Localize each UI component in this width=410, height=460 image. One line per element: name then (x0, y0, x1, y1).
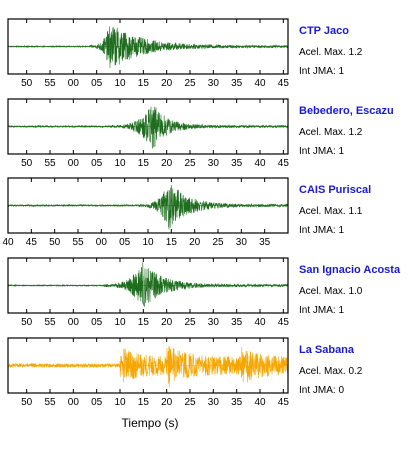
tick-label: 45 (278, 397, 290, 408)
x-axis-title: Tiempo (s) (122, 416, 179, 430)
tick-label: 10 (114, 78, 126, 89)
plot-frame-5 (7, 337, 289, 394)
panel-2: 50 55 00 05 10 15 20 25 30 35 40 45 Bebedero, Escazu… (7, 98, 394, 169)
jma-intensity-label: Int JMA: 1 (299, 146, 344, 157)
tick-label: 05 (91, 397, 103, 408)
station-name: CAIS Puriscal (299, 184, 371, 196)
tick-label: 45 (26, 237, 38, 248)
tick-label: 55 (44, 78, 56, 89)
tick-label: 05 (91, 317, 103, 328)
tick-label: 25 (184, 397, 196, 408)
waveform-3 (7, 185, 289, 230)
tick-label: 30 (208, 78, 220, 89)
tick-label: 40 (254, 158, 266, 169)
tick-label: 30 (208, 397, 220, 408)
tick-label: 40 (2, 237, 14, 248)
waveform-2 (7, 106, 289, 149)
panel-1: 50 55 00 05 10 15 20 25 30 35 40 45 CTP Jaco Acel. Ma… (7, 18, 363, 89)
tick-label: 05 (119, 237, 131, 248)
tick-label: 00 (68, 78, 80, 89)
tick-label: 45 (278, 78, 290, 89)
tick-label: 00 (96, 237, 108, 248)
tick-label: 00 (68, 397, 80, 408)
tick-label: 15 (138, 78, 150, 89)
tick-label: 00 (68, 317, 80, 328)
waveform-4 (7, 262, 289, 307)
tick-label: 40 (254, 397, 266, 408)
station-name: Bebedero, Escazu (299, 105, 394, 117)
tick-label: 10 (114, 158, 126, 169)
plot-frame-4 (7, 257, 289, 314)
tick-label: 40 (254, 78, 266, 89)
panel-4: 50 55 00 05 10 15 20 25 30 35 40 45 San Ignacio Acos… (7, 257, 401, 328)
tick-label: 10 (114, 397, 126, 408)
max-acceleration-label: Acel. Max. 1.2 (299, 127, 363, 138)
tick-label: 55 (44, 158, 56, 169)
max-acceleration-label: Acel. Max. 0.2 (299, 366, 363, 377)
tick-label: 50 (21, 317, 33, 328)
tick-label: 55 (72, 237, 84, 248)
tick-label: 05 (91, 78, 103, 89)
tick-label: 35 (259, 237, 271, 248)
plot-frame-1 (7, 18, 289, 75)
tick-label: 00 (68, 158, 80, 169)
tick-label: 50 (21, 397, 33, 408)
tick-label: 30 (236, 237, 248, 248)
tick-label: 55 (44, 317, 56, 328)
max-acceleration-label: Acel. Max. 1.2 (299, 47, 363, 58)
max-acceleration-label: Acel. Max. 1.1 (299, 206, 363, 217)
tick-label: 45 (278, 158, 290, 169)
tick-label: 50 (49, 237, 61, 248)
max-acceleration-label: Acel. Max. 1.0 (299, 286, 363, 297)
tick-label: 15 (138, 317, 150, 328)
jma-intensity-label: Int JMA: 1 (299, 305, 344, 316)
tick-label: 25 (184, 158, 196, 169)
jma-intensity-label: Int JMA: 0 (299, 385, 344, 396)
plot-frame-2 (7, 98, 289, 155)
tick-label: 20 (161, 397, 173, 408)
tick-label: 35 (231, 397, 243, 408)
tick-label: 20 (161, 78, 173, 89)
tick-label: 40 (254, 317, 266, 328)
waveform-5 (7, 345, 289, 387)
tick-label: 10 (142, 237, 154, 248)
tick-label: 30 (208, 317, 220, 328)
tick-label: 35 (231, 317, 243, 328)
panels: 50 55 00 05 10 15 20 25 30 35 40 45 CTP Jaco Acel. Ma… (2, 18, 401, 408)
tick-label: 20 (161, 317, 173, 328)
tick-label: 15 (166, 237, 178, 248)
tick-label: 20 (189, 237, 201, 248)
station-name: CTP Jaco (299, 25, 349, 37)
station-name: La Sabana (299, 344, 355, 356)
tick-label: 25 (212, 237, 224, 248)
tick-label: 25 (184, 78, 196, 89)
tick-label: 35 (231, 158, 243, 169)
tick-label: 45 (278, 317, 290, 328)
panel-5: 50 55 00 05 10 15 20 25 30 35 40 45 La Sabana Acel. M… (7, 337, 363, 408)
tick-label: 30 (208, 158, 220, 169)
tick-label: 55 (44, 397, 56, 408)
tick-label: 15 (138, 158, 150, 169)
station-name: San Ignacio Acosta (299, 264, 401, 276)
waveform-1 (7, 26, 289, 68)
tick-label: 50 (21, 158, 33, 169)
jma-intensity-label: Int JMA: 1 (299, 225, 344, 236)
panel-3: 40 45 50 55 00 05 10 15 20 25 30 35 CAIS Puriscal Ace… (2, 177, 371, 248)
tick-label: 15 (138, 397, 150, 408)
tick-label: 10 (114, 317, 126, 328)
tick-label: 25 (184, 317, 196, 328)
tick-label: 05 (91, 158, 103, 169)
tick-label: 20 (161, 158, 173, 169)
tick-label: 35 (231, 78, 243, 89)
tick-label: 50 (21, 78, 33, 89)
jma-intensity-label: Int JMA: 1 (299, 66, 344, 77)
